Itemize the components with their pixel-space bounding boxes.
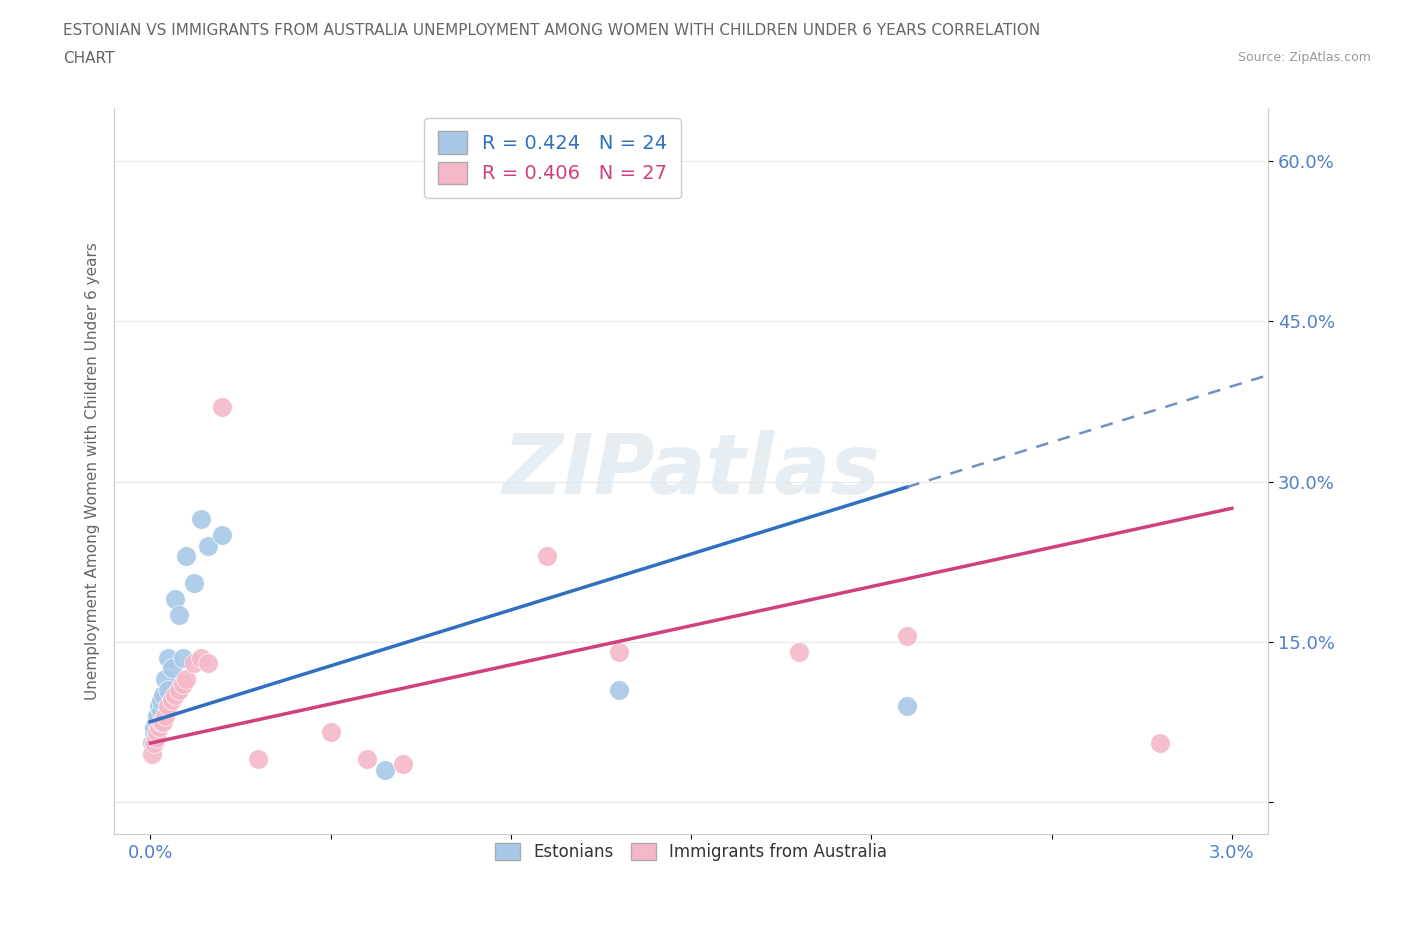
Point bbox=[607, 683, 630, 698]
Point bbox=[211, 400, 233, 415]
Point bbox=[150, 714, 173, 729]
Point bbox=[153, 671, 176, 686]
Point bbox=[142, 720, 165, 735]
Point bbox=[165, 687, 187, 702]
Point bbox=[157, 650, 180, 665]
Point bbox=[197, 656, 219, 671]
Point bbox=[150, 704, 173, 719]
Point bbox=[165, 591, 187, 606]
Point bbox=[1149, 736, 1171, 751]
Point bbox=[148, 698, 170, 713]
Point bbox=[176, 549, 198, 564]
Point bbox=[183, 576, 205, 591]
Point bbox=[142, 725, 165, 740]
Point bbox=[142, 736, 165, 751]
Point bbox=[152, 687, 174, 702]
Point bbox=[160, 693, 183, 708]
Point bbox=[146, 725, 169, 740]
Point bbox=[896, 698, 918, 713]
Point bbox=[148, 720, 170, 735]
Point bbox=[150, 693, 173, 708]
Point bbox=[172, 650, 194, 665]
Point bbox=[176, 671, 198, 686]
Y-axis label: Unemployment Among Women with Children Under 6 years: Unemployment Among Women with Children U… bbox=[86, 242, 100, 700]
Text: ZIPatlas: ZIPatlas bbox=[502, 431, 880, 512]
Point bbox=[172, 677, 194, 692]
Point bbox=[157, 683, 180, 698]
Point bbox=[374, 763, 396, 777]
Point bbox=[190, 650, 212, 665]
Point bbox=[145, 730, 167, 745]
Point bbox=[247, 751, 270, 766]
Text: ESTONIAN VS IMMIGRANTS FROM AUSTRALIA UNEMPLOYMENT AMONG WOMEN WITH CHILDREN UND: ESTONIAN VS IMMIGRANTS FROM AUSTRALIA UN… bbox=[63, 23, 1040, 38]
Point bbox=[896, 629, 918, 644]
Point bbox=[190, 512, 212, 526]
Point bbox=[167, 683, 190, 698]
Point bbox=[319, 725, 342, 740]
Point bbox=[160, 661, 183, 676]
Point bbox=[145, 714, 167, 729]
Legend: Estonians, Immigrants from Australia: Estonians, Immigrants from Australia bbox=[486, 834, 896, 870]
Point bbox=[536, 549, 558, 564]
Point bbox=[356, 751, 378, 766]
Point bbox=[153, 709, 176, 724]
Point bbox=[146, 709, 169, 724]
Point bbox=[141, 736, 163, 751]
Point bbox=[391, 757, 413, 772]
Point bbox=[787, 645, 810, 660]
Text: Source: ZipAtlas.com: Source: ZipAtlas.com bbox=[1237, 51, 1371, 64]
Point bbox=[141, 747, 163, 762]
Point bbox=[197, 538, 219, 553]
Point bbox=[211, 527, 233, 542]
Point bbox=[183, 656, 205, 671]
Point bbox=[167, 607, 190, 622]
Point bbox=[157, 698, 180, 713]
Point bbox=[152, 714, 174, 729]
Text: CHART: CHART bbox=[63, 51, 115, 66]
Point bbox=[607, 645, 630, 660]
